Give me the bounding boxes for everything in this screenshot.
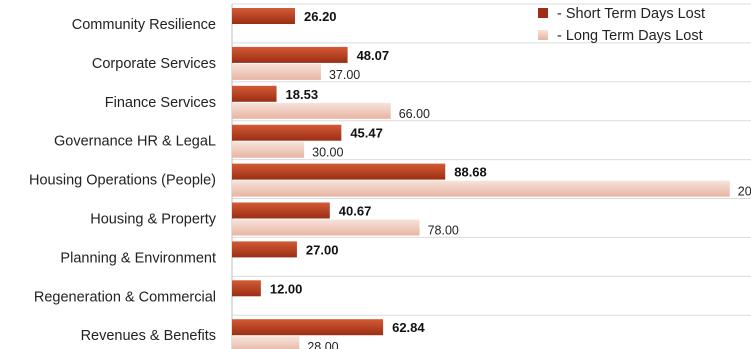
category-label: Regeneration & Commercial — [34, 289, 216, 305]
legend-swatch-short-term — [538, 8, 548, 18]
category-label: Housing & Property — [90, 212, 216, 228]
data-label-short-term: 62.84 — [392, 320, 425, 335]
category-label: Governance HR & LegaL — [54, 134, 216, 150]
legend-label-long-term: - Long Term Days Lost — [557, 28, 703, 44]
bar-long-term — [232, 336, 300, 349]
data-label-long-term: 78.00 — [428, 224, 459, 238]
category-label: Revenues & Benefits — [81, 328, 216, 344]
data-label-short-term: 48.07 — [357, 48, 390, 63]
bar-long-term — [232, 141, 305, 158]
legend: - Short Term Days Lost - Long Term Days L… — [538, 6, 705, 44]
category-label: Planning & Environment — [60, 250, 216, 266]
bar-long-term — [232, 219, 420, 236]
data-label-short-term: 18.53 — [286, 87, 319, 102]
bar-short-term — [232, 163, 446, 180]
category-label: Corporate Services — [92, 56, 216, 72]
bar-long-term — [232, 63, 321, 80]
data-label-short-term: 12.00 — [270, 281, 303, 296]
bar-short-term — [232, 8, 296, 24]
bar-short-term — [232, 280, 261, 297]
bar-short-term — [232, 241, 297, 258]
category-label: Finance Services — [105, 95, 216, 111]
bars — [232, 8, 730, 349]
category-label: Community Resilience — [72, 17, 216, 33]
data-label-long-term: 30.00 — [312, 146, 343, 160]
legend-swatch-long-term — [538, 30, 548, 40]
data-label-short-term: 88.68 — [454, 165, 487, 180]
data-label-short-term: 40.67 — [339, 204, 372, 219]
bar-short-term — [232, 202, 330, 219]
data-label-short-term: 26.20 — [304, 9, 337, 24]
labels: Community Resilience 26.20 Corporate Servi… — [29, 9, 751, 349]
bar-long-term — [232, 102, 391, 119]
data-label-long-term: 37.00 — [329, 68, 360, 82]
bar-short-term — [232, 124, 342, 141]
data-label-short-term: 27.00 — [306, 242, 339, 257]
bar-long-term — [232, 180, 730, 197]
bar-short-term — [232, 85, 277, 102]
data-label-long-term: 207.00 — [738, 185, 751, 199]
data-label-long-term: 66.00 — [399, 107, 430, 121]
category-label: Housing Operations (People) — [29, 173, 216, 189]
data-label-short-term: 45.47 — [350, 126, 383, 141]
data-label-long-term: 28.00 — [307, 340, 338, 349]
bar-short-term — [232, 46, 348, 63]
bar-short-term — [232, 319, 384, 336]
legend-label-short-term: - Short Term Days Lost — [557, 6, 705, 22]
